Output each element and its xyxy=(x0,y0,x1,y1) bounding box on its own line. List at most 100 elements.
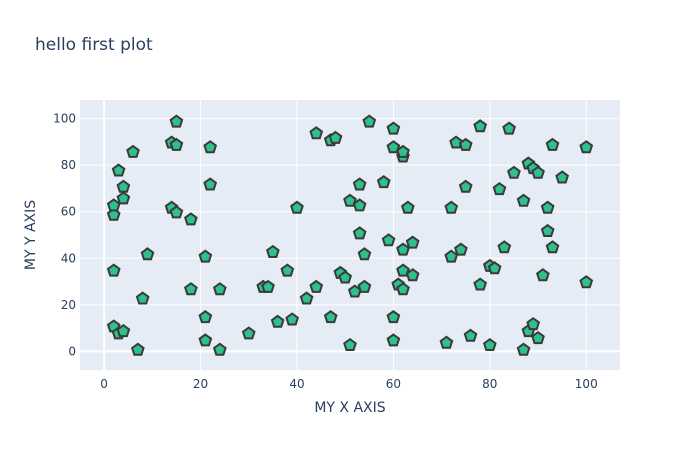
data-point xyxy=(299,291,314,305)
y-axis-title: MY Y AXIS xyxy=(23,200,39,270)
data-point xyxy=(352,198,367,212)
data-point xyxy=(386,121,401,135)
data-point xyxy=(352,177,367,191)
data-point xyxy=(212,342,227,356)
data-point xyxy=(130,342,145,356)
data-point xyxy=(531,165,545,179)
data-point xyxy=(473,277,488,291)
y-tick-label: 40 xyxy=(61,251,76,265)
data-point xyxy=(203,177,218,191)
data-point xyxy=(135,291,150,305)
x-tick-label: 40 xyxy=(289,377,304,391)
data-point xyxy=(405,235,420,249)
data-point xyxy=(169,205,184,219)
x-tick-label: 100 xyxy=(575,377,598,391)
data-point xyxy=(400,200,415,214)
data-point xyxy=(198,310,213,324)
data-point xyxy=(449,135,463,149)
data-point xyxy=(140,247,155,261)
data-point xyxy=(482,337,497,352)
data-point xyxy=(386,140,401,154)
data-point xyxy=(116,191,131,205)
y-tick-label: 20 xyxy=(61,298,76,312)
data-point xyxy=(338,270,353,284)
data-point xyxy=(309,126,324,140)
data-point xyxy=(106,263,121,277)
data-point xyxy=(203,140,218,154)
data-point xyxy=(376,175,391,189)
data-point xyxy=(535,268,550,282)
data-point xyxy=(526,317,541,331)
data-point xyxy=(396,144,410,158)
data-point xyxy=(545,240,560,254)
data-point xyxy=(328,130,343,144)
data-point xyxy=(396,242,410,256)
y-tick-label: 100 xyxy=(53,112,76,126)
data-point xyxy=(357,279,372,293)
data-point xyxy=(516,342,531,356)
data-point xyxy=(545,137,560,151)
data-point xyxy=(458,179,473,193)
data-point xyxy=(169,114,184,128)
data-point xyxy=(540,223,555,237)
data-point xyxy=(285,312,300,326)
data-point xyxy=(265,244,280,258)
data-point xyxy=(396,282,410,296)
data-point xyxy=(555,170,570,184)
data-point xyxy=(241,326,256,340)
data-point xyxy=(540,200,555,214)
y-tick-label: 80 xyxy=(61,158,76,172)
data-point xyxy=(439,335,454,349)
data-point xyxy=(502,121,516,135)
data-point xyxy=(497,240,512,254)
data-point xyxy=(198,333,213,347)
data-point xyxy=(516,193,531,207)
data-point xyxy=(309,279,324,293)
data-point xyxy=(280,263,295,277)
data-point xyxy=(386,310,401,324)
data-point xyxy=(531,330,545,345)
x-tick-label: 60 xyxy=(386,377,401,391)
data-point xyxy=(116,179,131,193)
data-point xyxy=(106,207,121,221)
data-point xyxy=(396,263,410,277)
data-point xyxy=(507,165,521,179)
data-point xyxy=(198,249,213,263)
data-point xyxy=(487,261,502,275)
data-point xyxy=(106,198,121,212)
data-point xyxy=(405,268,420,282)
data-point xyxy=(381,233,396,247)
data-point xyxy=(343,337,357,352)
x-tick-label: 20 xyxy=(193,377,208,391)
data-point xyxy=(116,323,131,338)
data-point xyxy=(184,212,198,226)
data-point xyxy=(111,163,126,177)
data-point xyxy=(343,193,357,207)
data-point xyxy=(352,226,367,240)
data-point xyxy=(454,242,468,256)
data-point xyxy=(261,279,275,293)
data-point xyxy=(579,140,594,154)
data-point xyxy=(357,247,372,261)
x-axis-title: MY X AXIS xyxy=(314,400,385,416)
y-tick-label: 60 xyxy=(61,205,76,219)
data-point xyxy=(270,314,285,328)
data-point xyxy=(169,137,184,151)
tick-labels: 0 20 40 60 80 100 0 20 40 60 80 100 xyxy=(53,112,598,391)
data-point xyxy=(579,275,594,289)
data-point xyxy=(492,182,507,196)
x-tick-label: 0 xyxy=(100,377,108,391)
data-point xyxy=(290,200,304,214)
x-tick-label: 80 xyxy=(482,377,497,391)
data-point xyxy=(473,119,488,133)
data-point xyxy=(444,200,459,214)
data-point xyxy=(463,328,478,342)
data-point xyxy=(184,282,198,296)
data-points xyxy=(106,114,594,356)
plot-background xyxy=(80,100,620,370)
data-point xyxy=(458,137,473,151)
data-point xyxy=(323,310,338,324)
data-point xyxy=(444,249,459,263)
